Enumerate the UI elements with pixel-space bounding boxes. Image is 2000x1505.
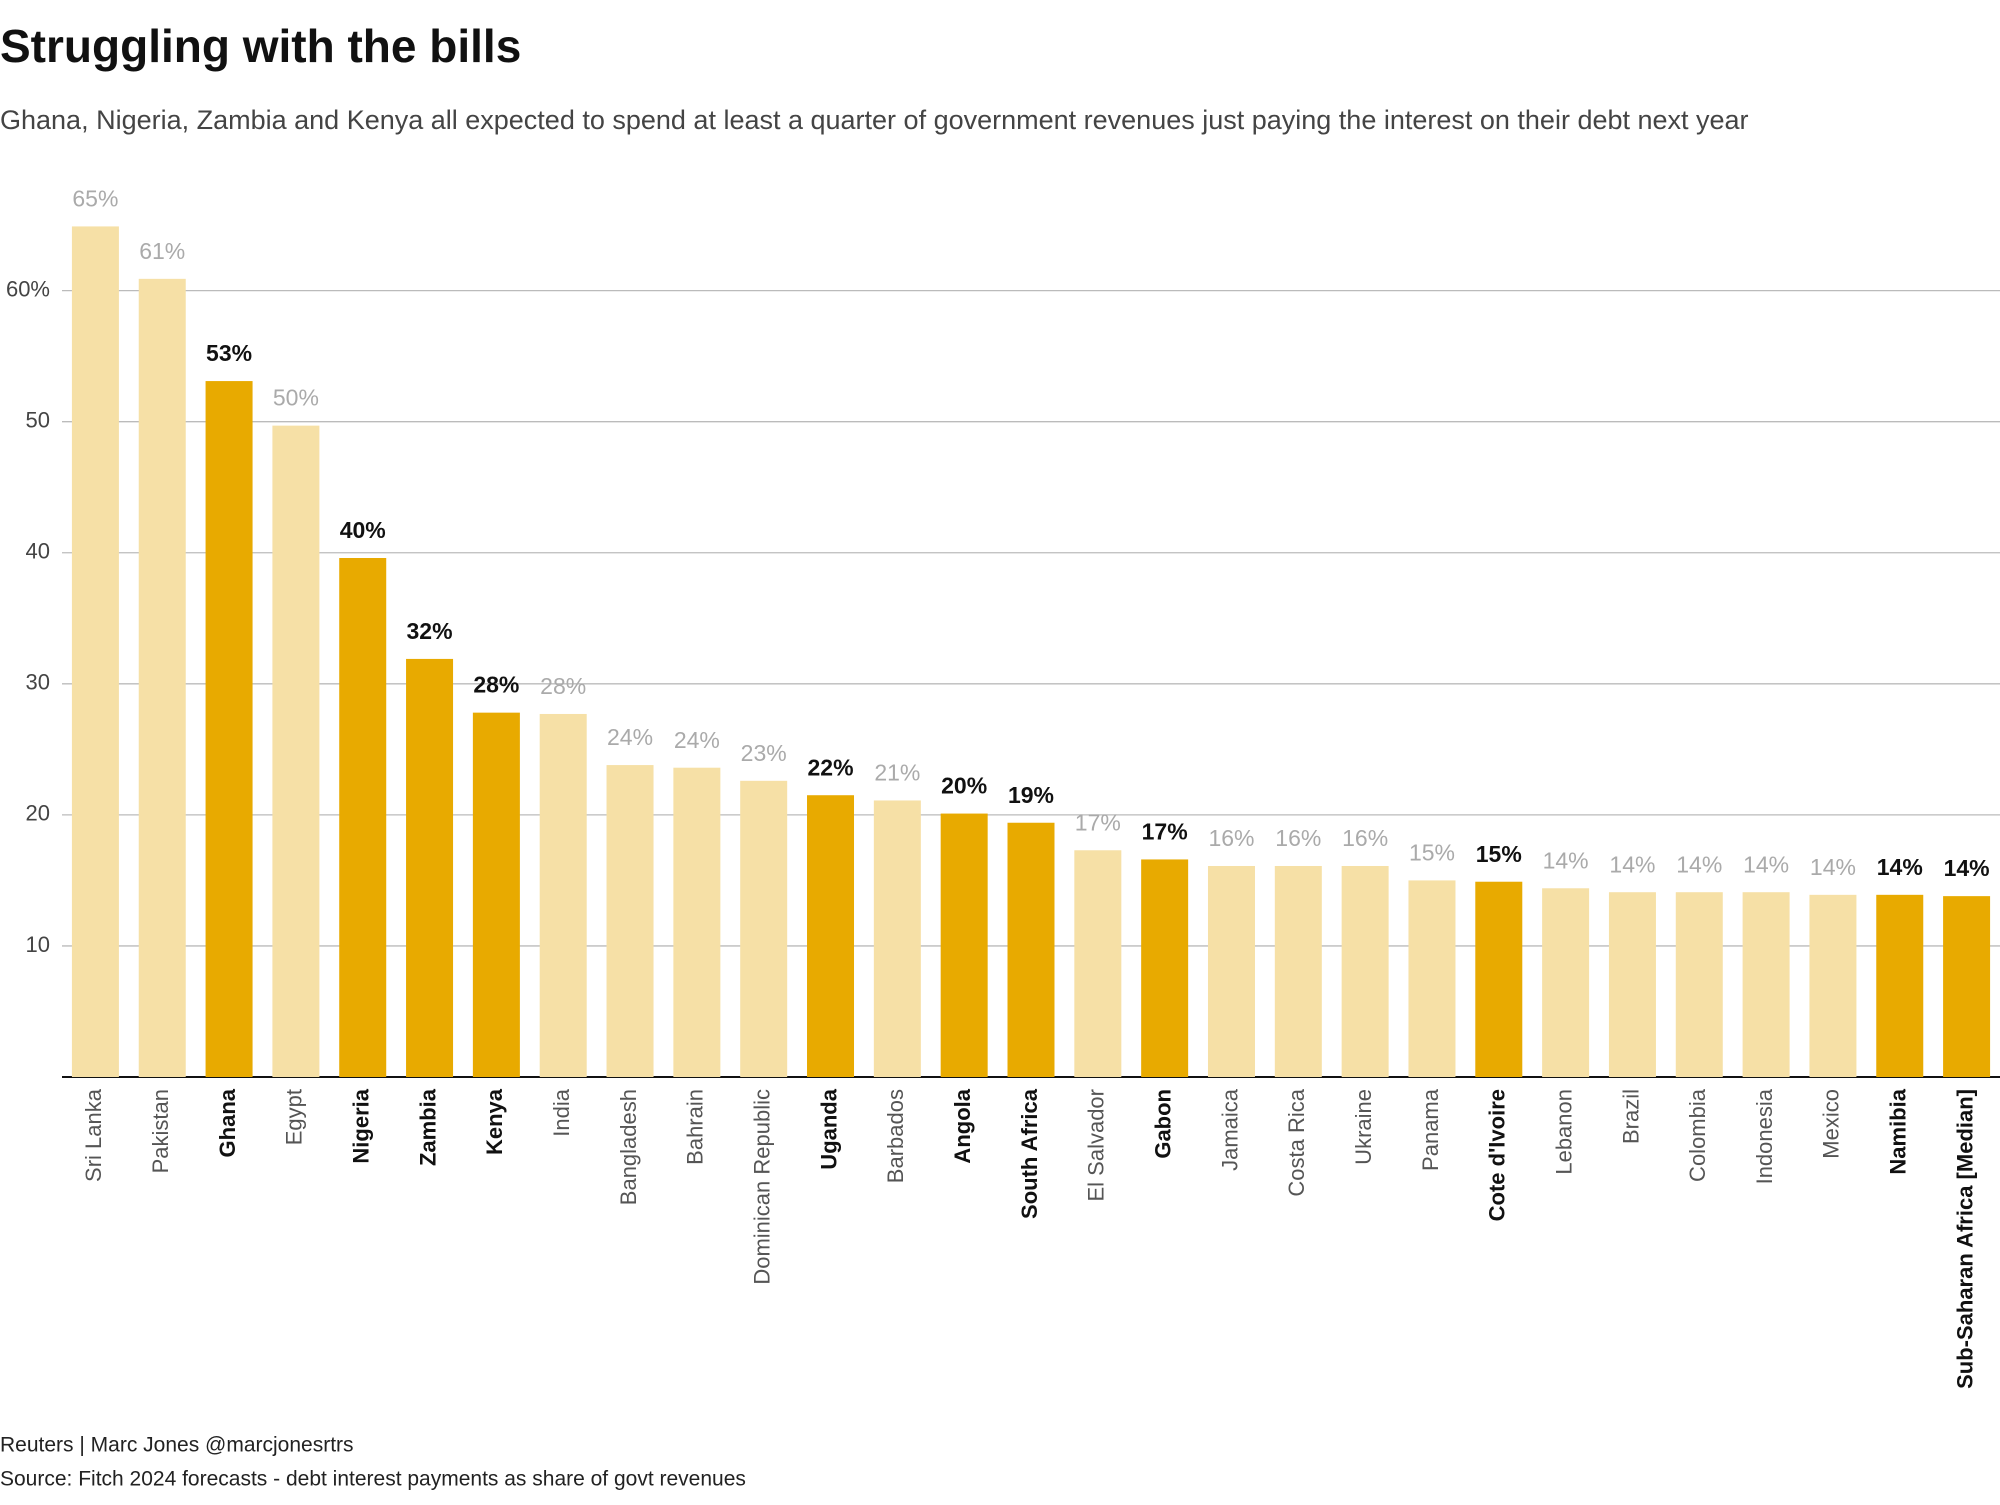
- x-tick-label: Gabon: [1150, 1089, 1175, 1159]
- x-tick-label: Cote d'Ivoire: [1485, 1089, 1510, 1221]
- value-label: 28%: [540, 673, 586, 699]
- x-tick-label: Angola: [950, 1088, 975, 1163]
- value-label: 61%: [139, 238, 185, 264]
- x-tick-label: Ghana: [215, 1088, 240, 1157]
- value-label: 22%: [807, 754, 853, 780]
- x-tick-label: Nigeria: [349, 1088, 374, 1163]
- x-tick-label: Panama: [1418, 1088, 1443, 1171]
- x-tick-label: Dominican Republic: [750, 1089, 775, 1285]
- bar: [740, 780, 788, 1077]
- x-tick-label: El Salvador: [1084, 1089, 1109, 1202]
- bar: [1542, 888, 1590, 1077]
- value-label: 17%: [1142, 819, 1188, 845]
- x-tick-label: Sri Lanka: [81, 1088, 106, 1182]
- bar: [406, 658, 454, 1077]
- x-tick-label: India: [549, 1088, 574, 1136]
- y-tick-label: 30: [26, 670, 50, 695]
- x-tick-label: Sub-Saharan Africa [Median]: [1952, 1089, 1977, 1389]
- value-label: 19%: [1008, 782, 1054, 808]
- bar: [539, 713, 587, 1077]
- x-tick-label: Lebanon: [1551, 1089, 1576, 1175]
- x-tick-label: Costa Rica: [1284, 1088, 1309, 1196]
- x-tick-label: Colombia: [1685, 1088, 1710, 1182]
- x-tick-label: South Africa: [1017, 1088, 1042, 1219]
- value-label: 40%: [340, 517, 386, 543]
- bar: [472, 712, 520, 1077]
- x-tick-label: Jamaica: [1217, 1088, 1242, 1171]
- chart-subtitle: Ghana, Nigeria, Zambia and Kenya all exp…: [0, 105, 1749, 135]
- value-label: 24%: [674, 727, 720, 753]
- x-tick-label: Egypt: [282, 1089, 307, 1145]
- value-label: 53%: [206, 340, 252, 366]
- value-label: 14%: [1810, 854, 1856, 880]
- bar: [1141, 859, 1189, 1077]
- x-tick-label: Barbados: [883, 1089, 908, 1183]
- bar: [940, 813, 988, 1077]
- value-label: 24%: [607, 724, 653, 750]
- chart-title: Struggling with the bills: [0, 20, 521, 72]
- bar: [339, 558, 387, 1077]
- y-tick-label: 40: [26, 539, 50, 564]
- value-label: 16%: [1275, 825, 1321, 851]
- x-tick-label: Uganda: [816, 1088, 841, 1169]
- bar: [1074, 850, 1122, 1077]
- x-tick-label: Zambia: [415, 1088, 440, 1166]
- bar: [1742, 892, 1790, 1077]
- value-label: 16%: [1208, 825, 1254, 851]
- bar: [272, 425, 320, 1077]
- bar: [1475, 881, 1523, 1077]
- y-tick-label: 20: [26, 801, 50, 826]
- x-tick-label: Mexico: [1819, 1089, 1844, 1159]
- bar: [138, 278, 186, 1077]
- value-label: 50%: [273, 385, 319, 411]
- bar: [873, 800, 921, 1077]
- bar: [606, 765, 654, 1077]
- value-label: 14%: [1743, 851, 1789, 877]
- value-label: 14%: [1543, 847, 1589, 873]
- y-tick-label: 10: [26, 932, 50, 957]
- x-tick-label: Bahrain: [683, 1089, 708, 1165]
- x-tick-label: Indonesia: [1752, 1088, 1777, 1184]
- value-label: 15%: [1476, 841, 1522, 867]
- value-label: 16%: [1342, 825, 1388, 851]
- x-tick-label: Brazil: [1618, 1089, 1643, 1144]
- bar: [1207, 865, 1255, 1077]
- y-tick-label: 50: [26, 408, 50, 433]
- value-label: 28%: [473, 672, 519, 698]
- value-label: 20%: [941, 773, 987, 799]
- x-tick-label: Namibia: [1886, 1088, 1911, 1174]
- bar: [1408, 880, 1456, 1077]
- bar: [673, 767, 721, 1077]
- value-label: 14%: [1676, 851, 1722, 877]
- bar: [1274, 865, 1322, 1077]
- bar: [1876, 894, 1924, 1077]
- x-tick-label: Ukraine: [1351, 1089, 1376, 1165]
- y-tick-label: 60%: [6, 276, 50, 301]
- value-label: 21%: [874, 760, 920, 786]
- bar: [1809, 894, 1857, 1077]
- source: Source: Fitch 2024 forecasts - debt inte…: [0, 1468, 746, 1491]
- bar: [1341, 865, 1389, 1077]
- bar: [1608, 892, 1656, 1077]
- value-label: 15%: [1409, 839, 1455, 865]
- bar: [807, 795, 855, 1077]
- bar: [1675, 892, 1723, 1077]
- value-label: 17%: [1075, 809, 1121, 835]
- x-tick-label: Bangladesh: [616, 1089, 641, 1205]
- footer: Reuters | Marc Jones @marcjonesrtrs: [0, 1434, 354, 1457]
- x-tick-label: Pakistan: [148, 1089, 173, 1173]
- bar: [71, 226, 119, 1077]
- value-label: 23%: [741, 740, 787, 766]
- bar: [1007, 822, 1055, 1077]
- value-label: 32%: [407, 618, 453, 644]
- value-label: 14%: [1877, 854, 1923, 880]
- value-label: 14%: [1944, 855, 1990, 881]
- x-tick-label: Kenya: [482, 1088, 507, 1155]
- bar: [205, 381, 253, 1077]
- value-label: 14%: [1609, 851, 1655, 877]
- value-label: 65%: [72, 185, 118, 211]
- bar: [1943, 896, 1991, 1077]
